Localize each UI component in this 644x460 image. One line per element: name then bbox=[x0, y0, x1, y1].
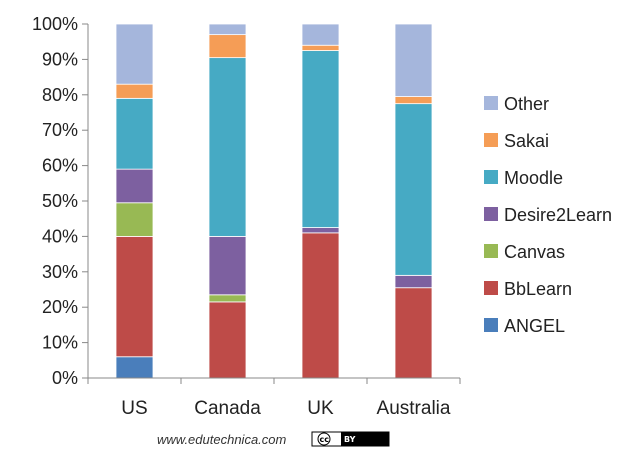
bar-segment-sakai bbox=[394, 96, 433, 105]
y-tick-label: 70% bbox=[42, 120, 78, 140]
credit-footer: www.edutechnica.com cc BY bbox=[157, 431, 390, 447]
y-tick-label: 0% bbox=[52, 368, 78, 388]
y-tick-label: 30% bbox=[42, 262, 78, 282]
legend-label: BbLearn bbox=[504, 279, 572, 299]
legend-label: ANGEL bbox=[504, 316, 565, 336]
bar-segment-other bbox=[394, 23, 433, 97]
bar-segment-bblearn bbox=[394, 287, 433, 379]
x-category-label: US bbox=[121, 398, 147, 419]
x-category-label: Canada bbox=[194, 398, 261, 419]
y-tick-label: 90% bbox=[42, 49, 78, 69]
bar-segment-canvas bbox=[115, 202, 154, 237]
legend-label: Moodle bbox=[504, 168, 563, 188]
legend-label: Canvas bbox=[504, 242, 565, 262]
bar-segment-other bbox=[115, 23, 154, 85]
legend: Other Sakai Moodle Desire2Learn Canvas BbLear… bbox=[484, 94, 612, 336]
bar-segment-bblearn bbox=[115, 235, 154, 358]
legend-swatch bbox=[484, 133, 498, 147]
bar-segment-bblearn bbox=[301, 232, 340, 379]
bar-segment-desire2learn bbox=[394, 274, 433, 289]
legend-label: Desire2Learn bbox=[504, 205, 612, 225]
legend-swatch bbox=[484, 207, 498, 221]
x-category-label: Australia bbox=[377, 398, 451, 419]
legend-swatch bbox=[484, 244, 498, 258]
y-axis: 0% 10% 20% 30% 40% 50% 60% 70% 80% 90% 100% bbox=[32, 14, 89, 388]
bar-segment-other bbox=[301, 23, 340, 46]
bar-segment-other bbox=[208, 23, 247, 36]
legend-swatch bbox=[484, 281, 498, 295]
bar-segment-sakai bbox=[115, 83, 154, 99]
bars bbox=[115, 23, 433, 379]
y-tick-label: 50% bbox=[42, 191, 78, 211]
bar-segment-moodle bbox=[115, 97, 154, 170]
y-tick-label: 80% bbox=[42, 85, 78, 105]
legend-swatch bbox=[484, 170, 498, 184]
credit-site: www.edutechnica.com bbox=[157, 432, 287, 447]
bar-segment-sakai bbox=[301, 44, 340, 51]
bar-segment-angel bbox=[115, 356, 154, 379]
y-tick-label: 10% bbox=[42, 333, 78, 353]
bar-segment-moodle bbox=[394, 103, 433, 276]
svg-text:cc: cc bbox=[320, 435, 330, 444]
bar-segment-desire2learn bbox=[301, 227, 340, 234]
legend-label: Sakai bbox=[504, 131, 549, 151]
y-tick-label: 100% bbox=[32, 14, 78, 34]
legend-swatch bbox=[484, 96, 498, 110]
bar-segment-moodle bbox=[301, 50, 340, 228]
cc-icon bbox=[317, 432, 331, 446]
legend-label: Other bbox=[504, 94, 549, 114]
cc-license-label: BY bbox=[344, 435, 356, 444]
bar-segment-canvas bbox=[208, 294, 247, 303]
cc-license-badge: cc BY bbox=[311, 431, 390, 447]
y-tick-label: 20% bbox=[42, 297, 78, 317]
y-tick-label: 60% bbox=[42, 156, 78, 176]
x-category-label: UK bbox=[307, 398, 334, 419]
bar-segment-bblearn bbox=[208, 301, 247, 379]
bar-segment-desire2learn bbox=[115, 168, 154, 204]
bar-segment-desire2learn bbox=[208, 235, 247, 296]
bar-segment-sakai bbox=[208, 34, 247, 59]
bar-segment-moodle bbox=[208, 57, 247, 237]
y-tick-label: 40% bbox=[42, 226, 78, 246]
legend-swatch bbox=[484, 318, 498, 332]
x-axis: US Canada UK Australia bbox=[87, 377, 461, 419]
